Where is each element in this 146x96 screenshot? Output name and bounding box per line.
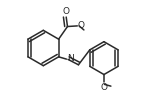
Text: N: N	[67, 54, 74, 63]
Text: O: O	[63, 7, 70, 16]
Text: O: O	[78, 21, 85, 30]
Text: O: O	[100, 83, 107, 92]
